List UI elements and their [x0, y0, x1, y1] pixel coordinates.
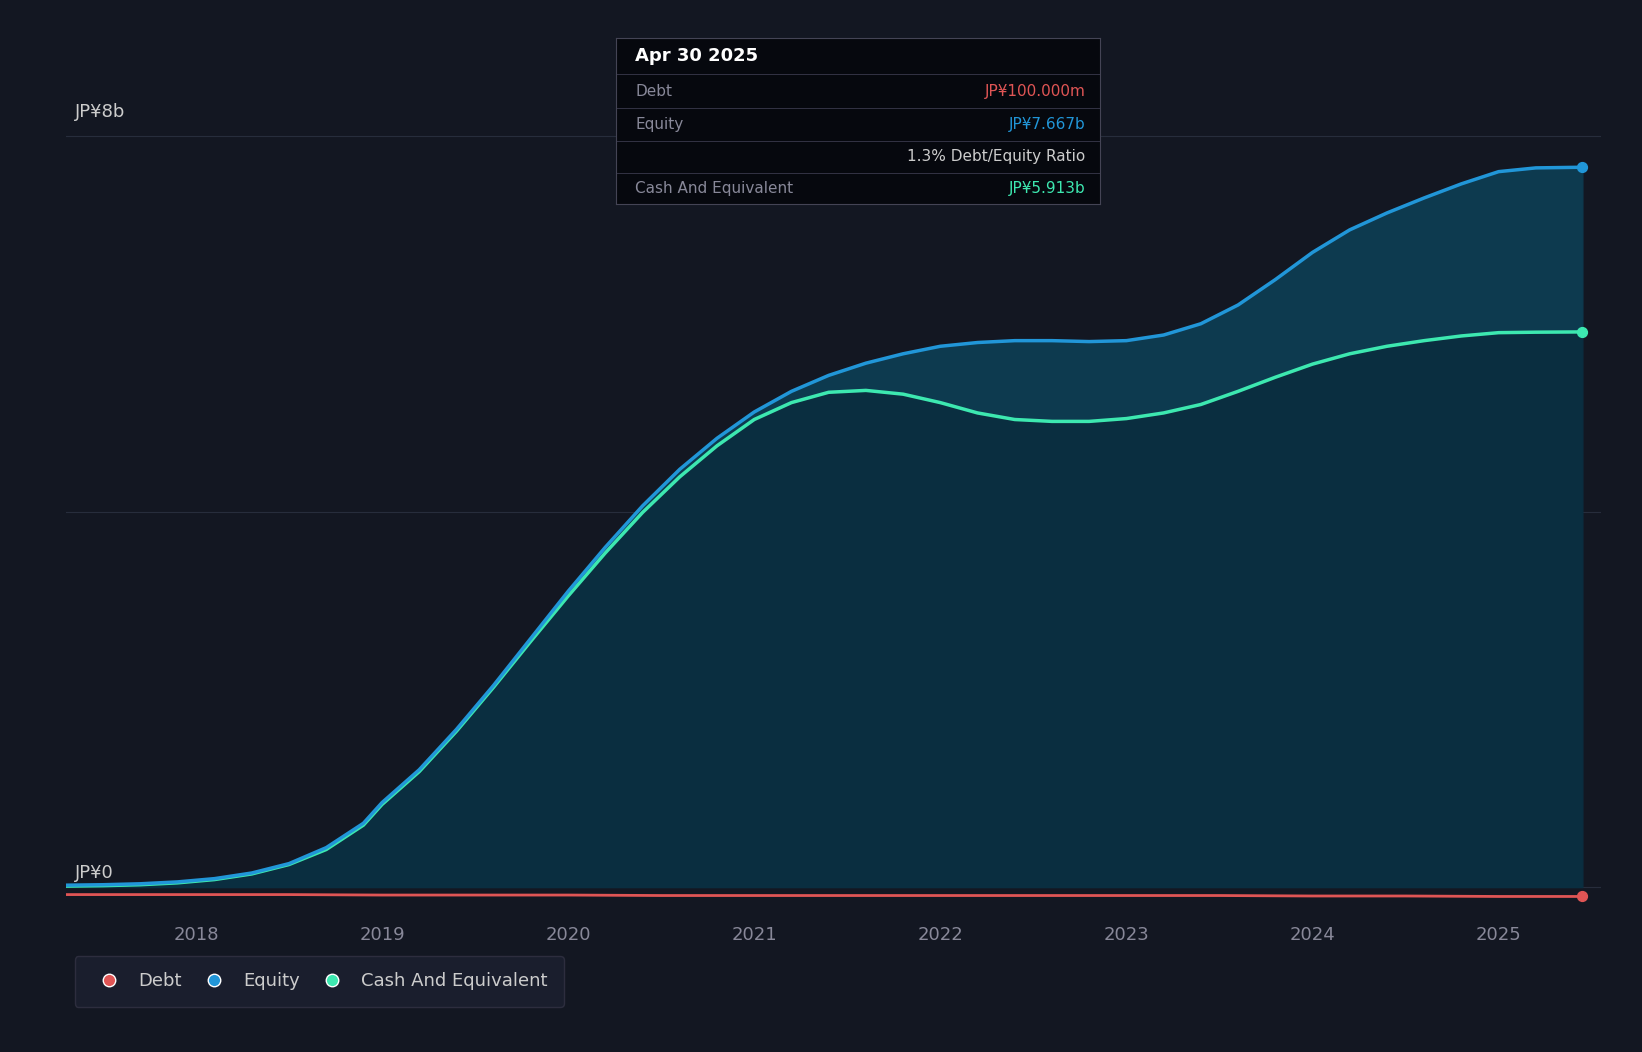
Text: Apr 30 2025: Apr 30 2025 [635, 47, 759, 65]
Text: Debt: Debt [635, 83, 672, 99]
Point [1570, 159, 1596, 176]
Text: JP¥8b: JP¥8b [76, 103, 125, 121]
Point [1570, 324, 1596, 341]
Legend: Debt, Equity, Cash And Equivalent: Debt, Equity, Cash And Equivalent [74, 956, 563, 1007]
Point [1570, 888, 1596, 905]
Text: Equity: Equity [635, 117, 683, 132]
Text: JP¥100.000m: JP¥100.000m [985, 83, 1085, 99]
Text: JP¥5.913b: JP¥5.913b [1008, 181, 1085, 196]
Text: Cash And Equivalent: Cash And Equivalent [635, 181, 793, 196]
Text: 1.3% Debt/Equity Ratio: 1.3% Debt/Equity Ratio [908, 149, 1085, 164]
Text: JP¥0: JP¥0 [76, 865, 113, 883]
Text: JP¥7.667b: JP¥7.667b [1008, 117, 1085, 132]
